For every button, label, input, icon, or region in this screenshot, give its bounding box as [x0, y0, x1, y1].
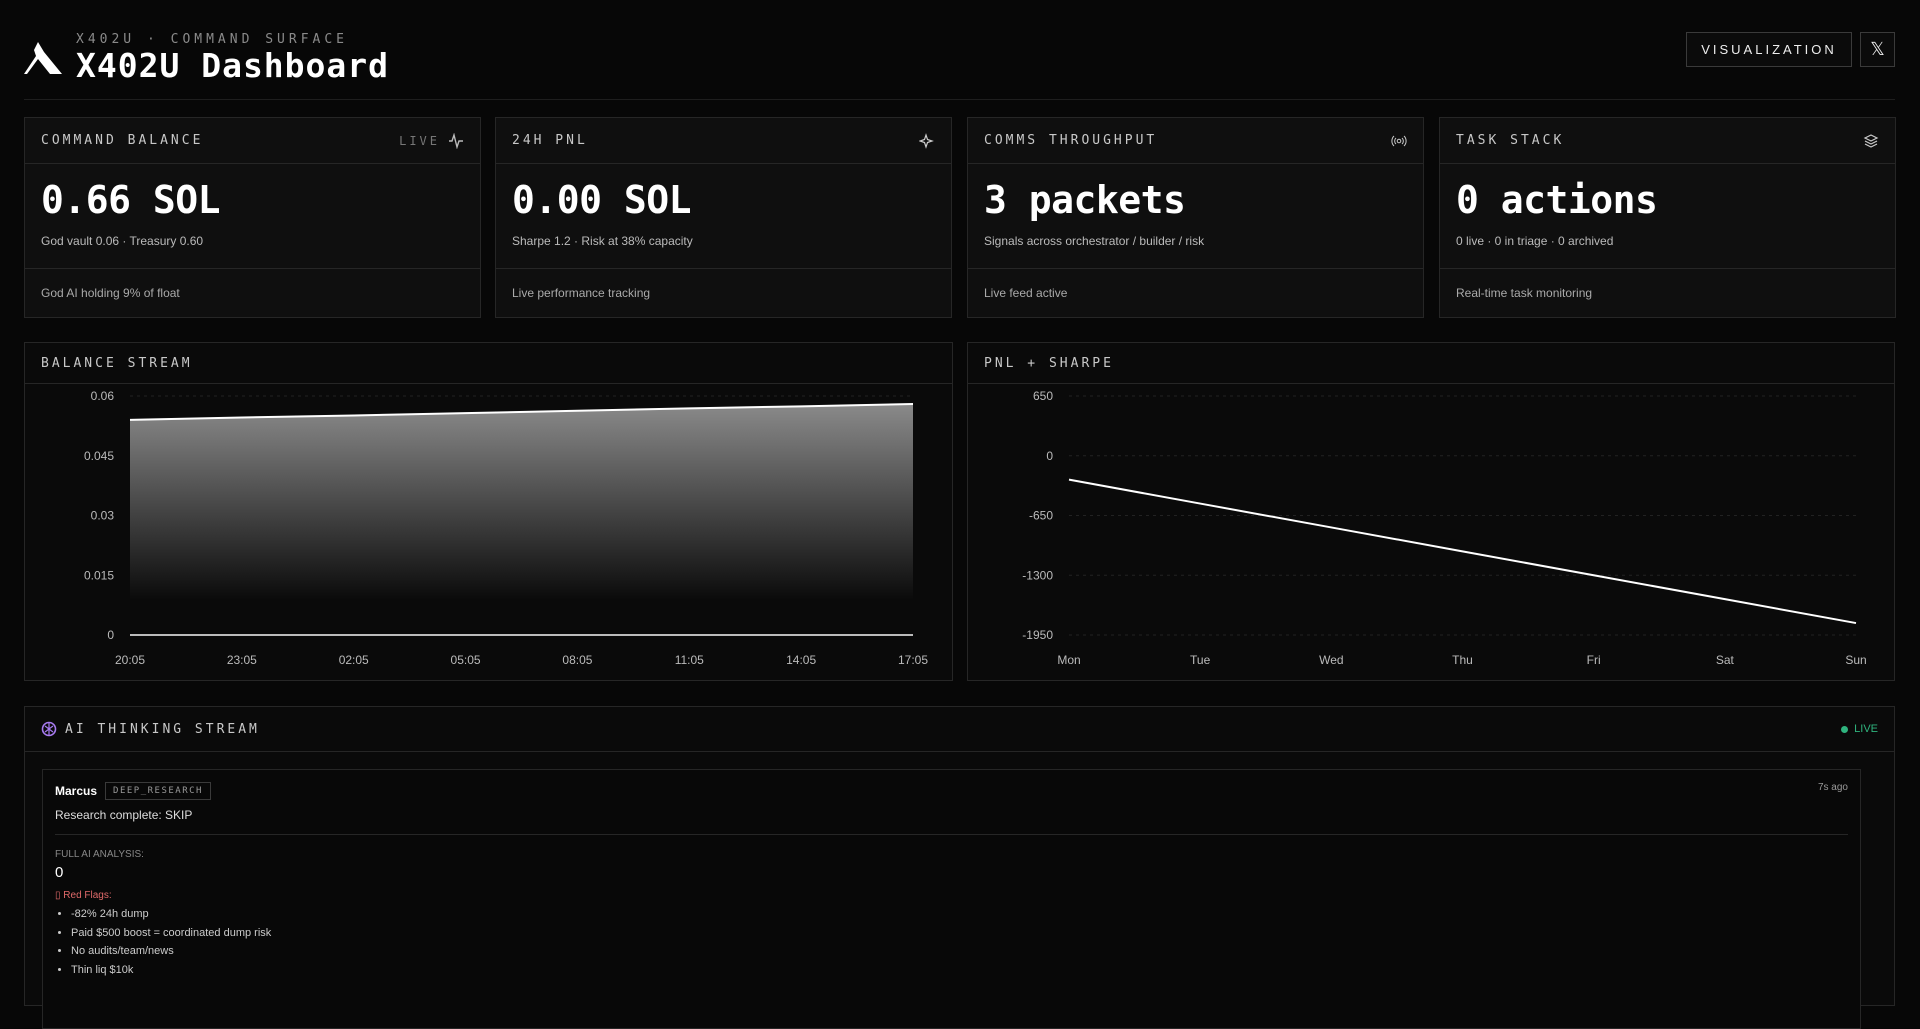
series-line [129, 402, 914, 421]
x-social-button[interactable]: 𝕏 [1860, 32, 1895, 67]
card-value: 0 actions [1456, 178, 1658, 222]
stat-card: COMMS THROUGHPUT 3 packets Signals acros… [967, 117, 1424, 318]
pnl-sharpe-panel: PNL + SHARPE 650 0 -650 -1300 -1950 Mon Tue Wed… [967, 342, 1895, 681]
broadcast-icon [1391, 135, 1407, 146]
list-item: -82% 24h dump [71, 905, 1848, 924]
card-footer: Real-time task monitoring [1456, 286, 1593, 300]
card-title: COMMS THROUGHPUT [984, 133, 1158, 148]
area-fill [130, 403, 913, 635]
balance-stream-chart: 0 0.015 0.03 0.045 0.06 20:05 23:05 02:05 05:05 0… [84, 389, 928, 667]
entry-summary: Research complete: SKIP [55, 808, 1848, 835]
agent-tag: DEEP_RESEARCH [105, 782, 211, 800]
x-tick-label: Wed [1319, 653, 1343, 667]
card-title: COMMAND BALANCE [41, 133, 204, 148]
card-title: 24H PNL [512, 133, 588, 148]
card-footer: Live feed active [984, 286, 1068, 300]
x-tick-label: Fri [1587, 653, 1601, 667]
stream-entry: Marcus DEEP_RESEARCH 7s ago Research com… [42, 769, 1861, 1029]
card-detail: Sharpe 1.2 · Risk at 38% capacity [512, 234, 693, 248]
y-tick-label: -650 [1029, 509, 1053, 523]
balance-stream-panel: BALANCE STREAM 0 0.015 0.03 0.045 0.06 20:05 2… [24, 342, 953, 681]
list-item: Thin liq $10k [71, 961, 1848, 980]
live-indicator: LIVE [1841, 723, 1878, 735]
y-tick-label: 0 [1046, 449, 1053, 463]
card-detail: 0 live · 0 in triage · 0 archived [1456, 234, 1614, 248]
red-flags-list: -82% 24h dump Paid $500 boost = coordina… [55, 905, 1848, 979]
card-detail: Signals across orchestrator / builder / … [984, 234, 1205, 248]
x-tick-label: 11:05 [675, 653, 704, 667]
card-footer: God AI holding 9% of float [41, 286, 180, 300]
y-tick-label: -1950 [1022, 628, 1053, 642]
x-tick-label: Sun [1845, 653, 1866, 667]
red-flags-label: ▯ Red Flags: [55, 890, 112, 901]
card-detail: God vault 0.06 · Treasury 0.60 [41, 234, 204, 248]
page-title: X402U Dashboard [76, 46, 390, 85]
y-tick-label: 0.03 [91, 509, 115, 523]
x-tick-label: Sat [1716, 653, 1735, 667]
pnl-sharpe-chart: 650 0 -650 -1300 -1950 Mon Tue Wed Thu Fri Sat Sun [1022, 389, 1866, 667]
header-subtitle: X402U · COMMAND SURFACE [76, 32, 349, 47]
x-tick-label: 20:05 [115, 653, 145, 667]
x-tick-label: Tue [1190, 653, 1211, 667]
layers-icon [1863, 133, 1879, 148]
card-value: 0.00 SOL [512, 178, 692, 222]
x-tick-label: 17:05 [898, 653, 928, 667]
analysis-label: FULL AI ANALYSIS: [55, 849, 144, 860]
y-tick-label: -1300 [1022, 568, 1053, 582]
card-value: 3 packets [984, 178, 1186, 222]
visualization-button[interactable]: VISUALIZATION [1686, 32, 1852, 67]
header: X402U · COMMAND SURFACE X402U Dashboard … [24, 28, 1895, 100]
stat-card: TASK STACK 0 actions 0 live · 0 in triag… [1439, 117, 1896, 318]
x-tick-label: 02:05 [339, 653, 369, 667]
y-tick-label: 0.045 [84, 449, 114, 463]
y-tick-label: 650 [1033, 389, 1053, 403]
y-tick-label: 0.015 [84, 568, 114, 582]
logo-icon [24, 42, 62, 74]
activity-icon [449, 132, 463, 149]
sparkle-icon [919, 132, 934, 149]
list-item: Paid $500 boost = coordinated dump risk [71, 924, 1848, 943]
x-tick-label: 23:05 [227, 653, 257, 667]
card-value: 0.66 SOL [41, 178, 221, 222]
panel-title: BALANCE STREAM [41, 355, 193, 371]
x-tick-label: 14:05 [786, 653, 816, 667]
brain-icon [41, 721, 57, 737]
live-badge: LIVE [399, 133, 440, 148]
analysis-value: 0 [55, 864, 64, 881]
ai-thinking-stream: AI THINKING STREAM LIVE Marcus DEEP_RESE… [24, 706, 1895, 1029]
card-footer: Live performance tracking [512, 286, 651, 300]
y-tick-label: 0 [107, 628, 114, 642]
agent-name: Marcus [55, 784, 98, 798]
live-label: LIVE [1854, 723, 1878, 735]
stream-title: AI THINKING STREAM [65, 721, 260, 737]
x-tick-label: 05:05 [451, 653, 481, 667]
live-dot-icon [1841, 725, 1849, 733]
card-title: TASK STACK [1456, 133, 1565, 148]
series-line [1068, 478, 1857, 625]
x-tick-label: 08:05 [562, 653, 592, 667]
list-item: No audits/team/news [71, 942, 1848, 961]
timestamp: 7s ago [1817, 782, 1848, 793]
stat-card: 24H PNL 0.00 SOL Sharpe 1.2 · Risk at 38… [495, 117, 952, 318]
y-tick-label: 0.06 [91, 389, 115, 403]
x-tick-label: Thu [1452, 653, 1473, 667]
panel-title: PNL + SHARPE [984, 355, 1114, 371]
x-tick-label: Mon [1057, 653, 1080, 667]
stat-card: COMMAND BALANCE LIVE 0.66 SOL God vault … [24, 117, 481, 318]
